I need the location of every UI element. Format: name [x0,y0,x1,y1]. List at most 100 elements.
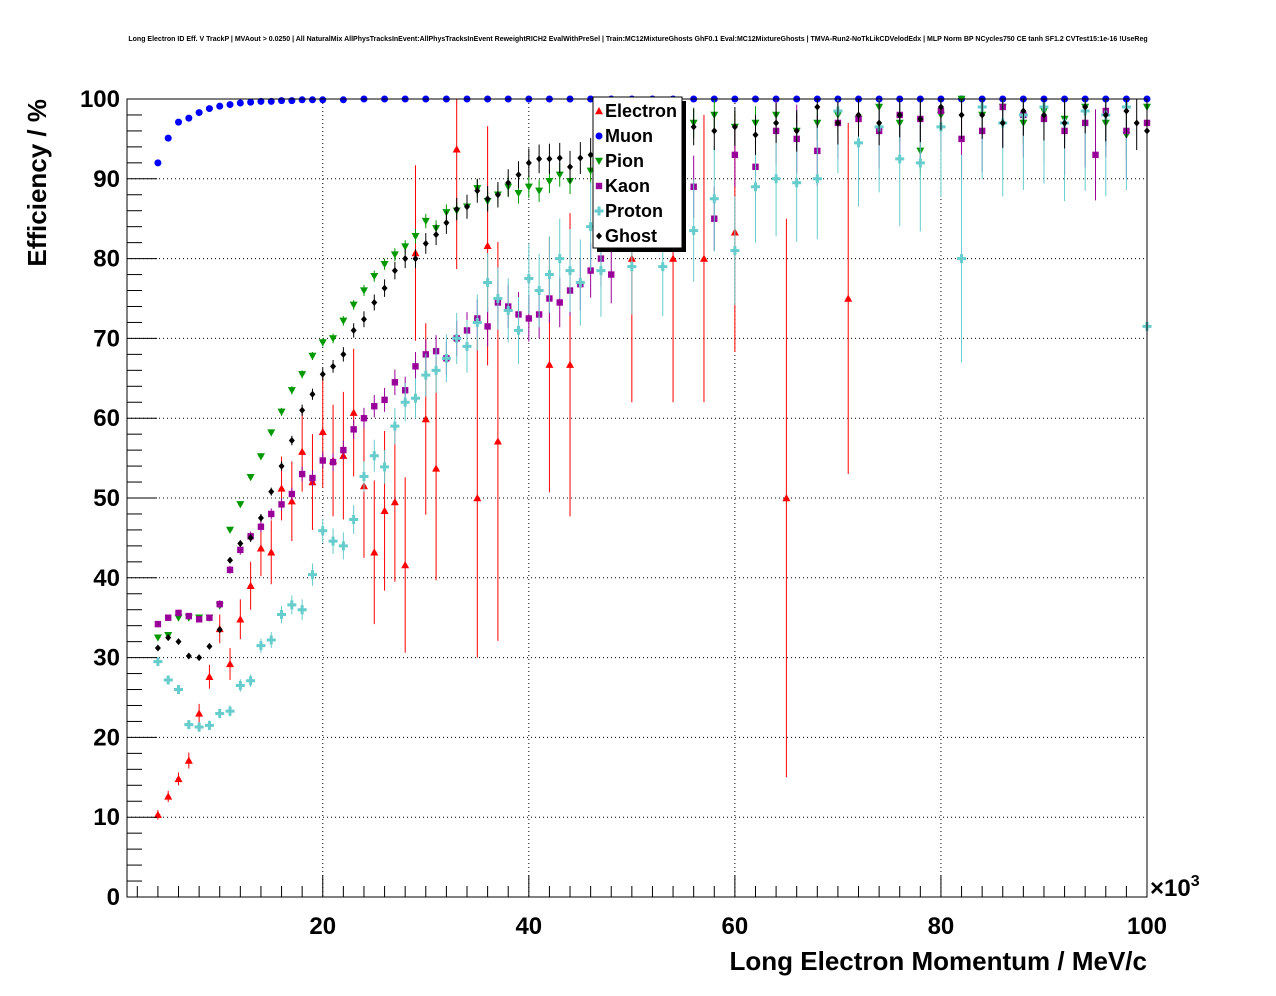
data-point [431,365,441,375]
data-point [752,131,759,139]
data-point [390,251,399,259]
data-point [484,195,491,203]
data-point [876,119,883,127]
data-point [895,154,905,164]
data-point [1020,107,1027,115]
data-point [185,612,193,620]
data-point [226,526,235,534]
y-axis-label: Efficiency / % [22,99,52,267]
data-point [536,155,543,163]
data-point [278,501,285,508]
data-point [246,676,256,686]
legend-item: Electron [595,101,677,121]
data-point [473,494,482,502]
data-point [555,171,564,179]
data-point [329,335,338,343]
legend-item: Kaon [595,176,650,196]
data-point [237,546,244,554]
y-tick-label: 60 [93,405,120,432]
data-point [814,103,821,111]
data-point [298,470,306,478]
data-point [412,255,419,263]
series-ghost [154,99,1150,662]
data-point [206,614,213,621]
data-point [205,105,213,113]
data-point [381,284,388,292]
data-point [690,123,697,131]
data-point [462,341,472,351]
data-point [854,138,864,148]
data-point [288,437,295,445]
data-point [577,154,584,162]
data-point [464,203,470,211]
data-point [256,453,265,461]
data-point [1040,111,1047,119]
data-point [163,675,173,685]
data-point [412,363,419,370]
data-point [277,484,286,492]
data-point [381,396,388,404]
data-point [247,534,254,542]
data-point [483,241,492,250]
data-point [257,97,265,105]
legend-item: Pion [595,151,644,171]
data-point [287,600,297,610]
data-point [318,526,328,536]
data-point [514,325,524,335]
data-point [380,506,389,514]
data-point [350,326,357,334]
legend-label: Ghost [605,226,657,246]
data-point [268,510,275,518]
data-point [278,97,286,105]
data-point [205,672,214,680]
data-point [493,437,502,445]
x-tick-label: 80 [928,913,955,940]
data-point [493,294,503,303]
data-point [410,393,420,403]
data-point [555,254,565,264]
data-point [917,115,924,123]
legend-item: Proton [594,201,663,221]
data-point [328,536,338,546]
data-point [246,474,255,482]
data-point [421,414,430,423]
data-point [587,151,594,159]
legend-label: Proton [605,201,663,221]
data-point [227,556,234,564]
data-point [267,429,276,437]
data-point [773,119,780,127]
data-point [567,163,574,171]
data-point [812,174,822,184]
data-point [185,652,192,660]
data-point [277,408,286,416]
data-point [287,497,296,505]
data-point [298,371,307,379]
data-point [369,451,379,461]
data-point [731,151,739,159]
data-point [834,119,841,127]
data-point [299,406,306,414]
y-tick-label: 0 [107,884,120,911]
data-point [165,634,172,642]
data-point [750,182,760,192]
data-point [349,301,358,309]
data-point [164,792,173,800]
x-tick-label: 20 [309,913,336,940]
data-point [154,644,161,652]
legend-label: Muon [605,126,653,146]
y-tick-label: 10 [93,804,120,831]
data-point [421,217,430,226]
y-tick-label: 20 [93,724,120,751]
data-point [359,287,368,295]
y-tick-label: 70 [93,325,120,352]
data-point [452,145,461,153]
data-point [298,447,307,455]
legend-marker [595,182,603,190]
data-point [535,187,544,195]
data-point [319,370,326,378]
data-point [515,171,522,179]
data-point [174,774,183,783]
data-point [359,471,369,481]
data-point [534,286,544,296]
data-point [565,266,575,276]
